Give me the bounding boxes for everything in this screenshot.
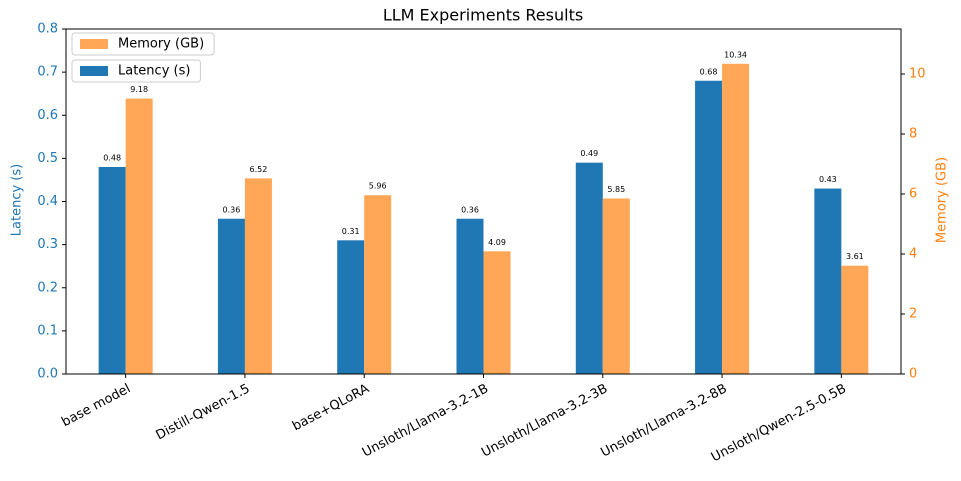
legend-swatch [80, 66, 108, 76]
x-tick-label: base+QLoRA [290, 381, 372, 434]
y2-tick-label: 8 [909, 127, 917, 142]
x-tick-label: Unsloth/Llama-3.2-8B [598, 381, 729, 460]
value-label: 5.96 [369, 182, 387, 191]
y2-tick-label: 2 [909, 307, 917, 322]
x-tick-label: Distill-Qwen-1.5 [154, 381, 253, 443]
value-label: 0.43 [819, 175, 837, 184]
y2-axis-label: Memory (GB) [935, 157, 950, 243]
y-tick-label: 0.1 [37, 323, 58, 338]
value-label: 6.52 [250, 165, 268, 174]
value-label: 0.49 [580, 149, 598, 158]
y-tick-label: 0.4 [37, 194, 58, 209]
bar [98, 167, 126, 374]
y2-tick-label: 6 [909, 187, 917, 202]
bar [602, 198, 630, 374]
y-tick-label: 0.7 [37, 65, 58, 80]
bar [244, 178, 272, 374]
plot-frame [65, 28, 902, 375]
bar [695, 80, 723, 374]
bar [337, 240, 365, 374]
value-label: 0.36 [461, 205, 479, 214]
bar [483, 251, 511, 374]
value-label: 0.36 [223, 205, 241, 214]
y-tick-label: 0.0 [37, 367, 58, 382]
bar [814, 188, 842, 374]
value-label: 0.31 [342, 227, 360, 236]
y-tick-label: 0.5 [37, 151, 58, 166]
y2-tick-label: 4 [909, 247, 917, 262]
y2-tick-label: 10 [909, 67, 926, 82]
bar [456, 218, 484, 374]
value-label: 0.68 [700, 67, 718, 76]
bar [575, 162, 603, 374]
bar [217, 218, 245, 374]
y-tick-label: 0.6 [37, 108, 58, 123]
value-label: 4.09 [488, 238, 506, 247]
x-tick-label: Unsloth/Llama-3.2-3B [479, 381, 610, 460]
value-label: 9.18 [130, 85, 148, 94]
value-label: 10.34 [724, 50, 747, 59]
legend-swatch [80, 39, 108, 49]
value-label: 5.85 [607, 185, 625, 194]
bar [125, 98, 153, 374]
chart-title: LLM Experiments Results [383, 6, 583, 25]
bar [841, 265, 869, 374]
y-tick-label: 0.8 [37, 22, 58, 37]
value-label: 0.48 [103, 154, 121, 163]
value-label: 3.61 [846, 252, 864, 261]
x-tick-label: base model [59, 381, 133, 430]
bar [364, 195, 392, 374]
legend-label: Memory (GB) [118, 37, 204, 52]
legend-label: Latency (s) [118, 64, 190, 79]
legend-box [71, 59, 201, 83]
bar [722, 63, 750, 375]
y-tick-label: 0.3 [37, 237, 58, 252]
legend-box [71, 32, 215, 56]
x-tick-label: Unsloth/Llama-3.2-1B [360, 381, 491, 460]
y2-tick-label: 0 [909, 367, 917, 382]
x-tick-label: Unsloth/Qwen-2.5-0.5B [709, 381, 849, 465]
y-axis-label: Latency (s) [10, 164, 25, 236]
y-tick-label: 0.2 [37, 280, 58, 295]
